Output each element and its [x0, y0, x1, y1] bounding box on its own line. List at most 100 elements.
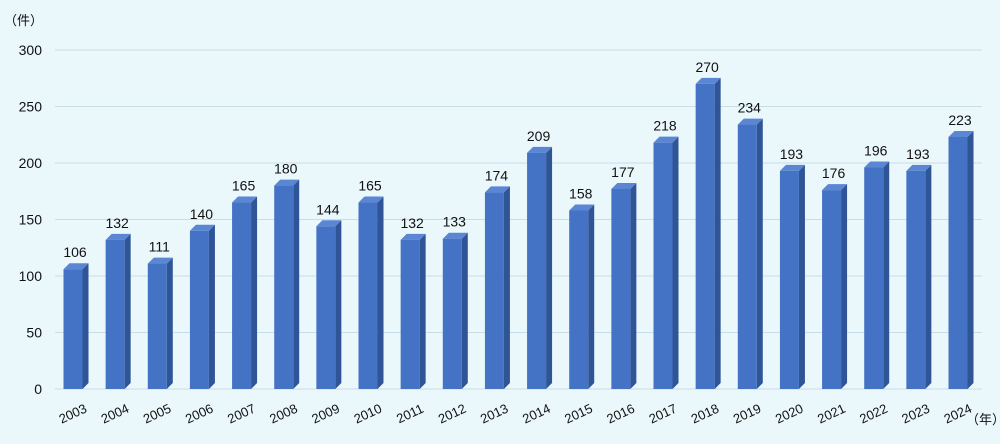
x-tick-label: 2006 — [183, 401, 216, 427]
bar — [527, 146, 553, 389]
x-unit-label: （年） — [966, 412, 1000, 427]
data-label: 140 — [190, 206, 214, 222]
x-tick-label: 2021 — [815, 401, 848, 427]
x-tick-label: 2015 — [562, 401, 595, 427]
data-label: 270 — [695, 59, 719, 75]
data-label: 106 — [63, 244, 87, 260]
bar-top — [274, 179, 300, 186]
bar-top — [400, 233, 426, 240]
x-tick-label: 2014 — [520, 401, 553, 427]
y-tick-label: 200 — [19, 155, 43, 171]
x-tick-label: 2011 — [394, 401, 426, 426]
bar — [737, 118, 763, 389]
data-label: 193 — [780, 146, 804, 162]
bar-front — [527, 152, 547, 389]
bar-side — [293, 179, 300, 389]
bar — [316, 220, 342, 389]
bar — [822, 184, 848, 389]
x-tick-label: 2003 — [57, 401, 90, 427]
bar-top — [484, 186, 510, 193]
data-label: 132 — [400, 215, 424, 231]
x-tick-label: 2020 — [773, 401, 806, 427]
y-tick-label: 150 — [19, 212, 43, 228]
bar — [105, 233, 131, 389]
bar — [611, 182, 637, 389]
data-label: 218 — [653, 118, 677, 134]
bar-front — [274, 185, 294, 389]
bar-top — [653, 136, 679, 143]
bar — [695, 77, 721, 390]
x-tick-label: 2013 — [478, 401, 511, 427]
x-tick-label: 2022 — [857, 401, 890, 427]
x-axis: 2003 2004 2005 2006 2007 2008 2009 2010 2011 2012… — [57, 401, 975, 427]
y-tick-label: 100 — [19, 268, 43, 284]
bar-front — [400, 239, 420, 389]
bar-top — [316, 220, 342, 227]
bar-front — [105, 239, 125, 389]
bar-side — [883, 161, 890, 389]
data-label: 176 — [822, 165, 846, 181]
bar-top — [737, 118, 763, 125]
data-label: 196 — [864, 143, 888, 159]
bar-side — [967, 131, 974, 389]
bar-side — [714, 77, 721, 390]
bar-side — [672, 136, 679, 389]
bar-top — [63, 263, 89, 270]
x-tick-label: 2004 — [99, 401, 132, 427]
bar — [232, 196, 258, 389]
data-label: 180 — [274, 161, 298, 177]
bar-side — [925, 164, 932, 389]
data-labels: 106 132 111 140 165 180 144 165 132 133 174 209 158 1… — [63, 59, 972, 260]
bars — [63, 77, 974, 390]
bar-front — [948, 137, 968, 389]
bar — [274, 179, 300, 389]
bar-top — [822, 184, 848, 191]
bar-side — [588, 204, 595, 389]
bar — [906, 164, 932, 389]
y-tick-label: 250 — [19, 99, 43, 115]
bar-top — [358, 196, 384, 203]
data-label: 223 — [948, 112, 972, 128]
bar — [442, 232, 468, 389]
bar-front — [864, 167, 884, 389]
bar — [147, 257, 173, 389]
bar-top — [527, 146, 553, 153]
bar-side — [546, 146, 553, 389]
bar-front — [695, 83, 715, 390]
bar-side — [461, 232, 468, 389]
bar-front — [822, 190, 842, 389]
bar-side — [335, 220, 342, 389]
bar-front — [779, 170, 799, 389]
bar-top — [232, 196, 258, 203]
data-label: 177 — [611, 164, 635, 180]
bar — [189, 224, 215, 389]
bar — [63, 263, 89, 389]
bar — [400, 233, 426, 389]
x-tick-label: 2008 — [267, 401, 300, 427]
data-label: 165 — [358, 178, 382, 194]
x-tick-label: 2012 — [436, 401, 469, 427]
x-tick-label: 2019 — [731, 401, 764, 427]
y-tick-label: 50 — [26, 325, 42, 341]
bar-side — [841, 184, 848, 389]
x-tick-label: 2018 — [689, 401, 722, 427]
bar-front — [63, 269, 83, 389]
bar-top — [105, 233, 131, 240]
bar-top — [695, 77, 721, 84]
bar-side — [124, 233, 131, 389]
x-tick-label: 2007 — [225, 401, 258, 427]
x-tick-label: 2017 — [647, 401, 680, 427]
bar-front — [232, 202, 252, 389]
y-tick-label: 300 — [19, 42, 43, 58]
bar — [569, 204, 595, 389]
bar-side — [377, 196, 384, 389]
bar — [484, 186, 510, 389]
bar-top — [442, 232, 468, 239]
bar-front — [484, 192, 504, 389]
bar-top — [864, 161, 890, 168]
bar — [358, 196, 384, 389]
x-tick-label: 2016 — [604, 401, 637, 427]
bar-front — [653, 142, 673, 389]
bar-top — [189, 224, 215, 231]
